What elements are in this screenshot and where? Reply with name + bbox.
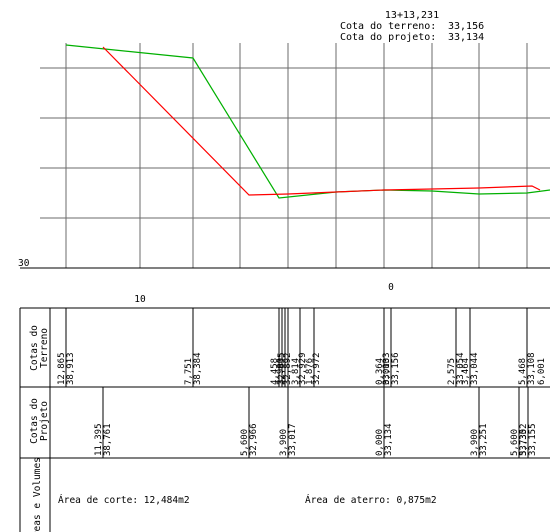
x-axis-tick-0: 0 xyxy=(388,282,394,293)
terrain-elevation-label: Cota do terreno: xyxy=(340,21,436,32)
terrain-offset: 12,865 xyxy=(57,352,67,385)
plot-grid xyxy=(20,43,550,269)
terrain-elevation: 32,972 xyxy=(312,352,322,385)
terrain-offset: 4,458 xyxy=(270,358,280,385)
row-header-areas-line1: Áreas e Volumes xyxy=(31,457,43,532)
project-elevation: 33,017 xyxy=(288,423,298,456)
project-elevation-label: Cota do projeto: xyxy=(340,32,436,43)
terrain-elevation: 33,054 xyxy=(456,352,466,385)
terrain-offset: 0,364 xyxy=(375,358,385,385)
project-offset: 5,600 xyxy=(510,429,520,456)
project-offset: 11,395 xyxy=(94,423,104,456)
project-offset: 3,900 xyxy=(279,429,289,456)
project-elevation: 32,966 xyxy=(249,423,259,456)
project-elevation-value: 33,134 xyxy=(448,32,484,43)
x-axis-tick-10: 10 xyxy=(134,294,146,305)
row-header-terrain-line1: Cotas do xyxy=(29,325,40,371)
terrain-elevation: 33,133 xyxy=(382,352,392,385)
terrain-elevation-value: 33,156 xyxy=(448,21,484,32)
project-offset: 3,900 xyxy=(470,429,480,456)
row-header-project-line1: Cotas do xyxy=(29,398,40,444)
terrain-elevation: 32,892 xyxy=(283,352,293,385)
terrain-elevation: 32,929 xyxy=(298,352,308,385)
terrain-elevation: 38,384 xyxy=(193,352,203,385)
project-elevation: 38,761 xyxy=(103,423,113,456)
row-header-project: Cotas do Projeto xyxy=(29,398,50,444)
cut-area-label: Área de corte: 12,484m2 xyxy=(58,494,190,506)
row-header-areas: Áreas e Volumes xyxy=(31,457,43,532)
terrain-offset: 0,000 xyxy=(382,358,392,385)
project-elevation: 33,134 xyxy=(384,423,394,456)
station-label: 13+13,231 xyxy=(385,10,439,21)
terrain-offset: 2,575 xyxy=(447,358,457,385)
terrain-offset: 3,464 xyxy=(461,358,471,385)
terrain-elevation: 33,108 xyxy=(527,352,537,385)
terrain-offset: 3,814 xyxy=(291,358,301,385)
terrain-elevation: 32,835 xyxy=(277,352,287,385)
project-profile-line xyxy=(102,46,541,196)
project-elevation: 33,155 xyxy=(528,423,538,456)
terrain-values: 12,865 38,913 7,751 38,384 4,458 32,835 … xyxy=(57,308,547,387)
terrain-elevation: 38,913 xyxy=(66,352,76,385)
terrain-elevation: 33,156 xyxy=(391,352,401,385)
fill-area-label: Área de aterro: 0,875m2 xyxy=(305,494,437,506)
project-offset: 5,600 xyxy=(240,429,250,456)
row-header-terrain-line2: Terreno xyxy=(39,328,50,368)
project-elevation: 33,251 xyxy=(479,423,489,456)
y-axis-label-30: 30 xyxy=(18,258,30,269)
terrain-offset: 7,751 xyxy=(184,358,194,385)
row-header-project-line2: Projeto xyxy=(39,401,50,441)
project-offset: 5,735 xyxy=(519,429,529,456)
project-values: 11,395 38,761 5,600 32,966 3,900 33,017 … xyxy=(94,387,538,458)
project-offset: 0,000 xyxy=(375,429,385,456)
terrain-offset: 5,468 xyxy=(518,358,528,385)
terrain-elevation: 33,044 xyxy=(470,352,480,385)
terrain-offset: 3,900 xyxy=(276,358,286,385)
terrain-offset: 6,001 xyxy=(537,358,547,385)
row-header-terrain: Cotas do Terreno xyxy=(29,325,50,371)
terrain-offset: 1,876 xyxy=(305,358,315,385)
project-elevation: 33,302 xyxy=(519,423,529,456)
